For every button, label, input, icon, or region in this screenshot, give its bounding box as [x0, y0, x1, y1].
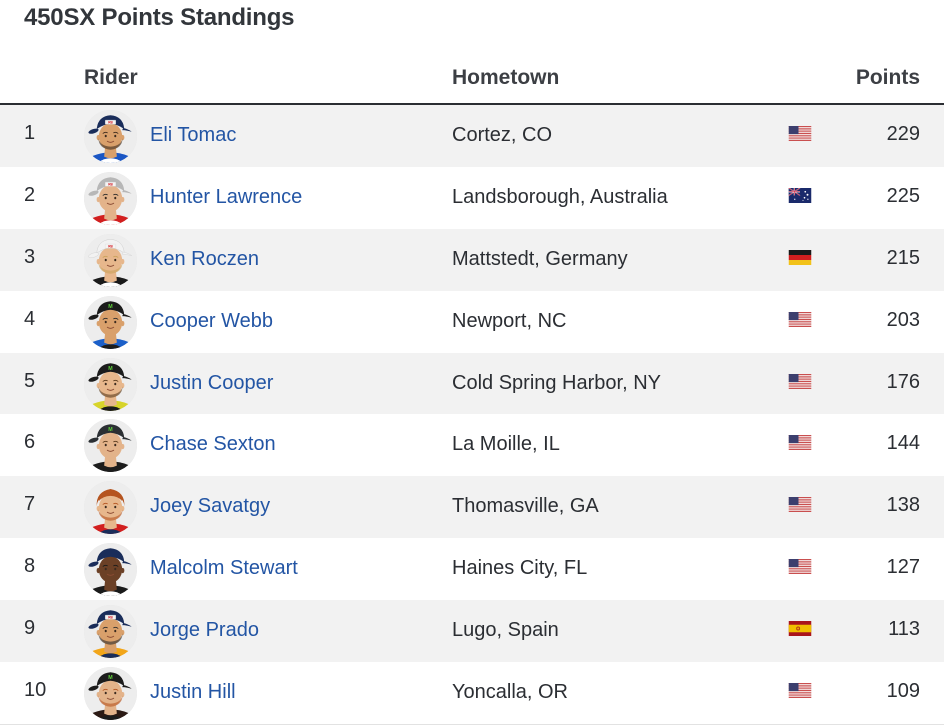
svg-text:M: M: [108, 304, 113, 310]
svg-text:M: M: [108, 366, 113, 372]
svg-text:M: M: [108, 675, 113, 681]
svg-text:RB: RB: [108, 244, 113, 248]
svg-text:RB: RB: [108, 182, 113, 186]
svg-text:RB: RB: [108, 616, 113, 620]
svg-text:M: M: [108, 428, 113, 434]
svg-text:RB: RB: [108, 120, 113, 124]
